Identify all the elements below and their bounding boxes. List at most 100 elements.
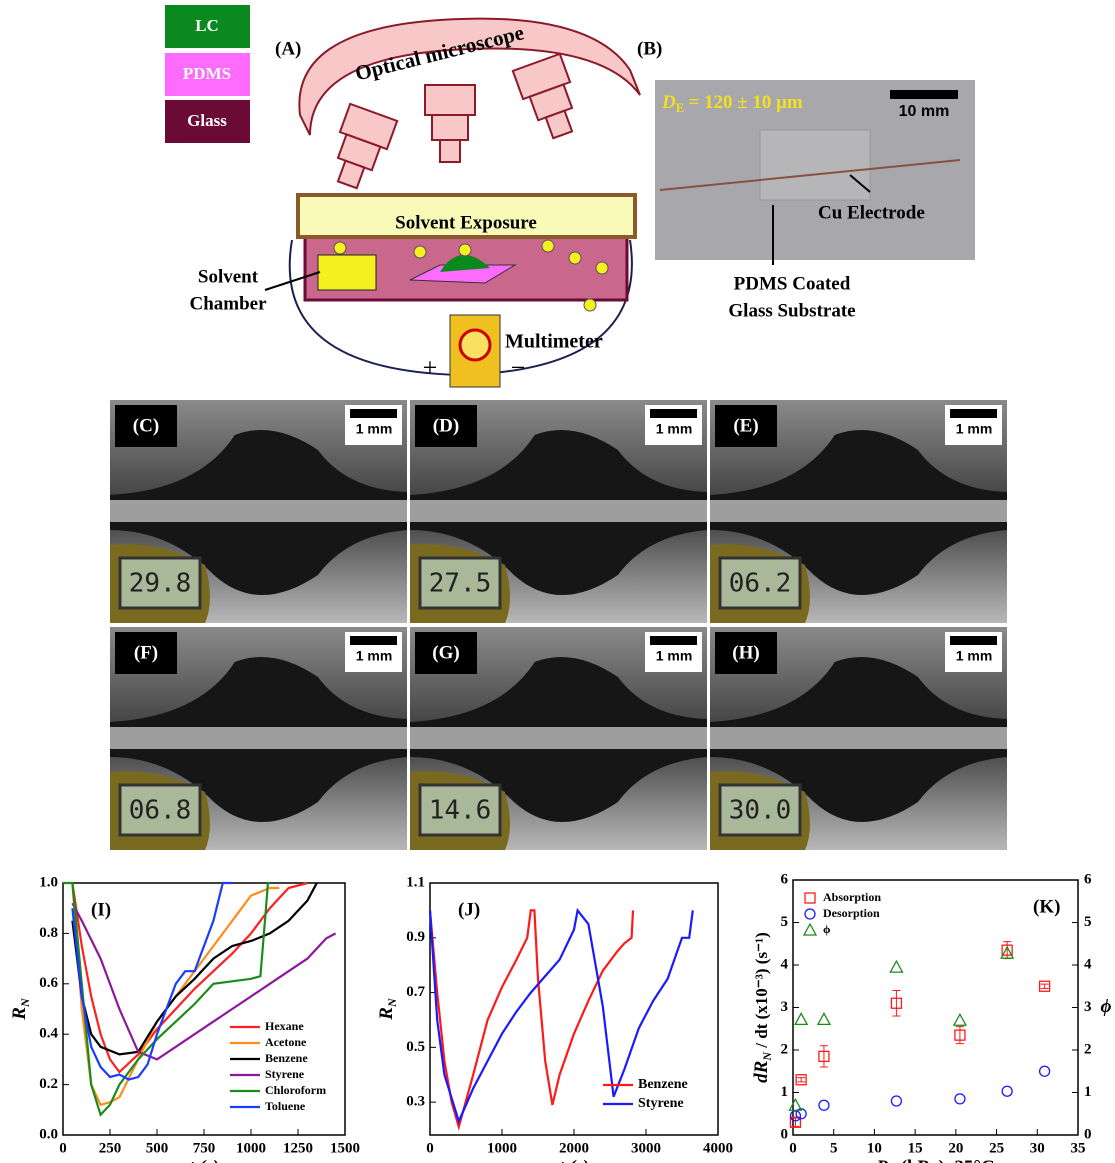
x-tick-label: 2000 — [559, 1140, 589, 1156]
x-axis-label: t (s) — [189, 1157, 219, 1163]
legend-text: PDMS — [183, 64, 231, 83]
meter-reading: 06.8 — [129, 796, 192, 826]
chamber-label: Solvent — [198, 266, 259, 287]
x-tick-label: 0 — [59, 1140, 67, 1156]
objective — [425, 85, 475, 162]
marker — [891, 1096, 901, 1106]
electrode-band — [710, 500, 1007, 522]
x-tick-label: 35 — [1071, 1140, 1086, 1156]
y-tick-label: 0.2 — [39, 1076, 58, 1092]
y-tick-label: 0.0 — [39, 1126, 58, 1142]
x-tick-label: 20 — [948, 1140, 963, 1156]
x-axis-label-main: t (s) — [189, 1157, 219, 1163]
y2-tick-label: 6 — [1084, 871, 1092, 887]
x-axis-label-rest: (kPa), 25°C — [896, 1157, 995, 1163]
material-legend: LC PDMS Glass — [165, 5, 250, 143]
meter-reading: 14.6 — [429, 796, 492, 826]
x-tick-label: 15 — [908, 1140, 923, 1156]
error-bar — [956, 1027, 964, 1044]
chart: 02505007501000125015000.00.20.40.60.81.0… — [9, 874, 360, 1163]
figure: LC PDMS Glass (A) Optical microscope Sol… — [0, 0, 1115, 1163]
legend-label: Chloroform — [265, 1083, 326, 1097]
y2-tick-label: 1 — [1084, 1084, 1092, 1100]
x-tick-label: 500 — [146, 1140, 169, 1156]
error-bar — [892, 991, 900, 1017]
y-axis-label: RN — [376, 997, 398, 1021]
electrode-band — [110, 500, 407, 522]
y-axis-label-rest: / dt (x10⁻³) (s⁻¹) — [752, 932, 771, 1052]
legend-label: Benzene — [638, 1077, 688, 1092]
substrate-label: PDMS Coated — [734, 273, 851, 294]
y2-tick-label: 2 — [1084, 1041, 1092, 1057]
x-tick-label: 750 — [193, 1140, 216, 1156]
meter-reading: 06.2 — [729, 569, 792, 599]
panel-label: (A) — [275, 38, 301, 59]
electrode-band — [410, 500, 707, 522]
scale-label: 1 mm — [356, 648, 393, 664]
x-tick-label: 4000 — [703, 1140, 733, 1156]
multimeter-dial — [460, 330, 490, 360]
y-tick-label: 0.6 — [39, 975, 58, 991]
marker — [955, 1094, 965, 1104]
error-bar — [820, 1046, 828, 1067]
legend-text: LC — [195, 16, 219, 35]
y2-tick-label: 0 — [1084, 1126, 1092, 1142]
y-tick-label: 0.4 — [39, 1026, 58, 1042]
marker — [890, 961, 902, 972]
y-tick-label: 0.3 — [406, 1094, 425, 1110]
minus: − — [511, 353, 526, 382]
scale-label: 1 mm — [656, 421, 693, 437]
marker — [819, 1100, 829, 1110]
objective — [513, 54, 586, 143]
multimeter-label: Multimeter — [505, 331, 603, 353]
x-tick-label: 3000 — [631, 1140, 661, 1156]
x-axis-label-main: P — [875, 1157, 888, 1163]
error-bar — [1003, 942, 1011, 959]
legend-label: Styrene — [638, 1096, 684, 1111]
y-axis-label-sub: N — [385, 997, 399, 1008]
photo-label: (G) — [432, 642, 459, 663]
y-axis-label: RN — [9, 997, 31, 1021]
chart: 010002000300040000.30.50.70.91.1(J)t (s)… — [376, 874, 733, 1163]
x-axis-label-main: t (s) — [559, 1157, 589, 1163]
y-tick-label: 0.5 — [406, 1039, 425, 1055]
scale-label: 1 mm — [656, 648, 693, 664]
y-tick-label: 0.9 — [406, 929, 425, 945]
legend-label: Benzene — [265, 1051, 308, 1065]
x-tick-label: 1250 — [283, 1140, 313, 1156]
marker — [795, 1013, 807, 1024]
series-line — [430, 910, 633, 1126]
y-tick-label: 1.1 — [406, 874, 425, 890]
photo-label: (H) — [732, 642, 759, 663]
meter-reading: 29.8 — [129, 569, 192, 599]
marker — [818, 1013, 830, 1024]
chart: 0510152025303501234560123456(K)PV (kPa),… — [751, 871, 1111, 1163]
x-tick-label: 0 — [789, 1140, 797, 1156]
legend-label: Absorption — [823, 890, 881, 904]
y2-tick-label: 4 — [1084, 956, 1092, 972]
legend-label: Desorption — [823, 906, 880, 920]
x-tick-label: 250 — [99, 1140, 122, 1156]
y2-tick-label: 3 — [1084, 999, 1092, 1015]
error-bar — [797, 1078, 805, 1082]
electrode-band — [110, 727, 407, 749]
x-axis-label: t (s) — [559, 1157, 589, 1163]
panel-label: (B) — [637, 38, 662, 59]
photo-label: (F) — [134, 642, 158, 663]
y-tick-label: 1 — [781, 1084, 789, 1100]
x-tick-label: 0 — [426, 1140, 434, 1156]
scale-bar — [950, 636, 997, 645]
legend-text: Glass — [187, 111, 227, 130]
photo-label: (C) — [133, 415, 159, 436]
marker — [804, 924, 816, 935]
electrode-band — [410, 727, 707, 749]
photo-label: (D) — [433, 415, 459, 436]
diameter-symbol: D — [661, 92, 676, 113]
scale-label: 1 mm — [356, 421, 393, 437]
panel-label: (I) — [91, 899, 111, 920]
y-axis-label-main: R — [376, 1007, 397, 1021]
marker — [1040, 1066, 1050, 1076]
meter-reading: 30.0 — [729, 796, 792, 826]
plot-frame — [63, 883, 345, 1135]
exposure-label: Solvent Exposure — [395, 212, 537, 233]
